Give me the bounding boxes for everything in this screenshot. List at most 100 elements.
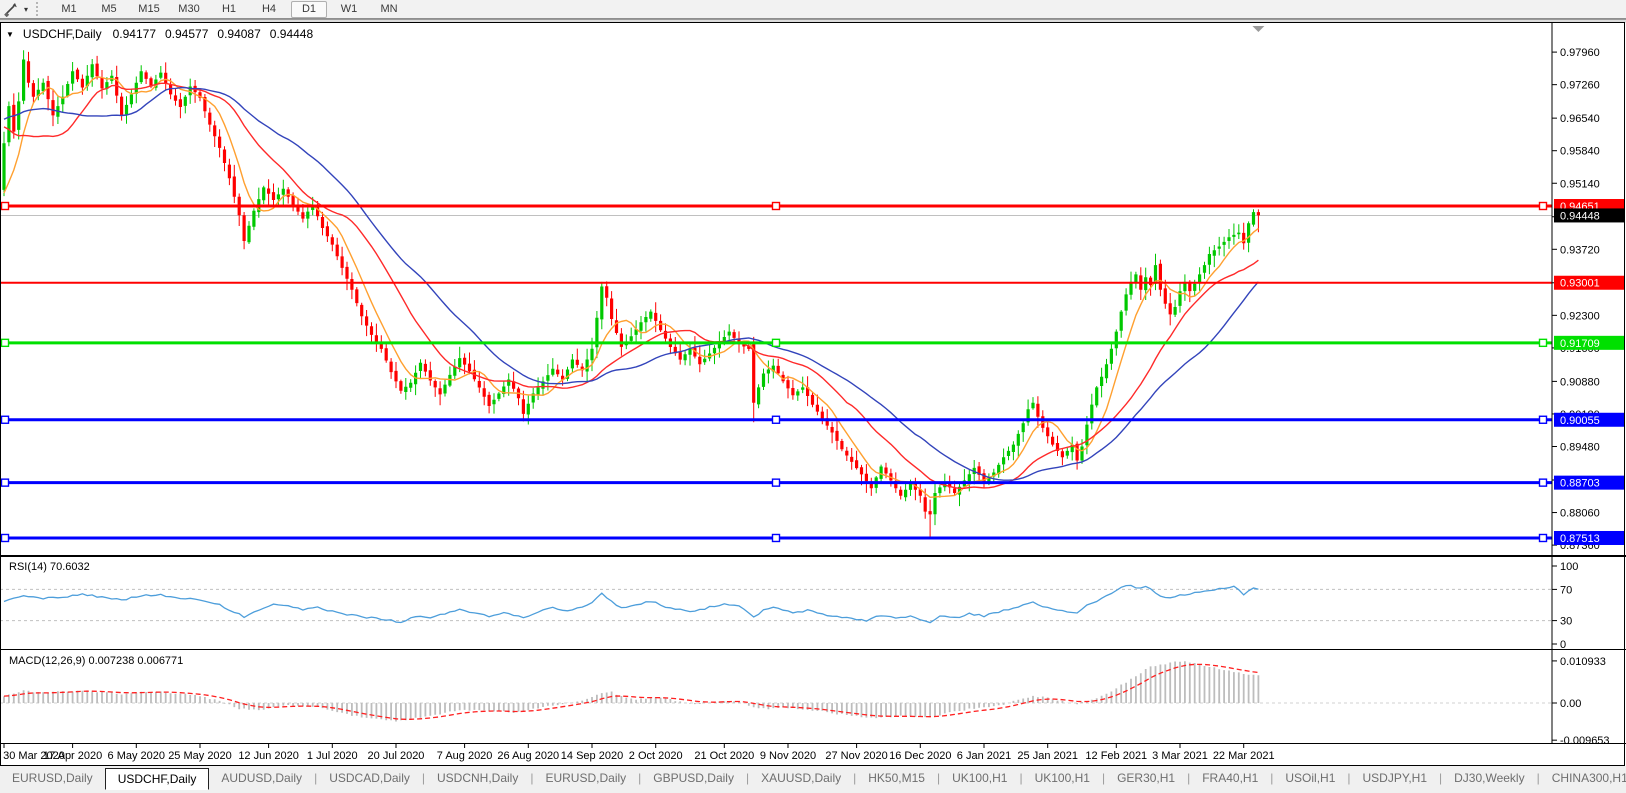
- hline-object-0.90055[interactable]: [0, 415, 1552, 424]
- hline-handle: [771, 533, 781, 543]
- tab-separator: |: [745, 771, 750, 785]
- hline-object-0.94651[interactable]: [0, 201, 1552, 211]
- hline-price-label: 0.93001: [1554, 275, 1625, 290]
- price-axis-tick: 0.97960: [1560, 47, 1600, 59]
- hline-object-0.88703[interactable]: [0, 478, 1552, 487]
- chart-window: 0.97960 0.97260 0.96540 0.95840 0.95140 0.944…: [0, 22, 1626, 766]
- date-axis-tick: 9 Nov 2020: [760, 750, 816, 762]
- timeframe-button-m1[interactable]: M1: [61, 3, 77, 15]
- chart-canvas[interactable]: 0.97960 0.97260 0.96540 0.95840 0.95140 0.944…: [0, 22, 1626, 766]
- chart-tab-usdcnh-daily[interactable]: USDCNH,Daily: [437, 771, 519, 785]
- date-axis-tick: 25 Jan 2021: [1017, 750, 1078, 762]
- chart-tab-eurusd-daily[interactable]: EURUSD,Daily: [12, 771, 93, 785]
- price-axis-tick: 0.88060: [1560, 508, 1600, 520]
- tab-separator: |: [1187, 771, 1191, 785]
- hline-object-0.91709[interactable]: [0, 338, 1552, 348]
- chart-tab-hk50-m15[interactable]: HK50,M15: [868, 771, 925, 785]
- current-price-label: 0.94448: [1554, 208, 1625, 223]
- price-axis-tick: 0.92300: [1560, 310, 1600, 322]
- chart-tab-ger30-h1[interactable]: GER30,H1: [1117, 771, 1176, 785]
- date-axis-tick: 12 Feb 2021: [1085, 750, 1147, 762]
- chart-tab-gbpusd-daily[interactable]: GBPUSD,Daily: [653, 771, 734, 785]
- chart-tab-uk100-h1[interactable]: UK100,H1: [952, 771, 1008, 785]
- timeframe-button-h1[interactable]: H1: [221, 3, 237, 15]
- date-axis-tick: 16 Dec 2020: [889, 750, 951, 762]
- chart-tab-eurusd-daily[interactable]: EURUSD,Daily: [545, 771, 627, 785]
- timeframe-buttons: M1 M5 M15 M30 H1 H4 D1 W1 MN: [49, 0, 409, 18]
- macd-indicator-label: MACD(12,26,9) 0.007238 0.006771: [9, 655, 184, 667]
- hline-handle: [0, 478, 10, 487]
- ohlc-open: 0.94177: [112, 27, 156, 41]
- hline-handle: [771, 478, 781, 487]
- timeframe-button-m15[interactable]: M15: [138, 3, 160, 15]
- date-axis-tick: 27 Nov 2020: [825, 750, 887, 762]
- tab-separator: |: [853, 771, 857, 785]
- date-axis-tick: 6 May 2020: [108, 750, 165, 762]
- price-axis-tick: 0.95140: [1560, 178, 1600, 190]
- price-axis-tick: 0.96540: [1560, 113, 1600, 125]
- hline-handle: [1538, 478, 1548, 487]
- tool-dropdown-caret-icon[interactable]: ▾: [23, 4, 28, 14]
- hline-handle: [771, 338, 781, 348]
- hline-handle: [1538, 415, 1548, 424]
- timeframe-button-m30[interactable]: M30: [178, 3, 200, 15]
- macd-axis-tick: 0.00: [1560, 698, 1581, 710]
- crosshair-pointer-icon[interactable]: [0, 1, 20, 18]
- timeframe-button-w1[interactable]: W1: [340, 3, 358, 15]
- hline-price-label: 0.88703: [1554, 475, 1625, 490]
- rsi-axis-tick: 100: [1560, 561, 1578, 573]
- rsi-axis-tick: 70: [1560, 584, 1572, 596]
- date-axis-tick: 30 Mar 2020: [3, 750, 65, 762]
- date-axis-tick: 26 Aug 2020: [497, 750, 559, 762]
- chart-tab-usdchf-daily[interactable]: USDCHF,Daily: [104, 768, 210, 790]
- chart-tab-xauusd-daily[interactable]: XAUUSD,Daily: [761, 771, 842, 785]
- date-axis-tick: 14 Sep 2020: [561, 750, 623, 762]
- hline-object-0.87513[interactable]: [0, 533, 1552, 543]
- date-axis-tick: 25 May 2020: [168, 750, 232, 762]
- tab-separator: |: [1439, 771, 1443, 785]
- chart-tab-usdjpy-h1[interactable]: USDJPY,H1: [1362, 771, 1427, 785]
- date-axis-tick: 17 Apr 2020: [43, 750, 102, 762]
- ohlc-high: 0.94577: [165, 27, 209, 41]
- svg-text:0.90055: 0.90055: [1560, 415, 1600, 427]
- hline-handle: [0, 415, 10, 424]
- chart-tab-uk100-h1[interactable]: UK100,H1: [1034, 771, 1090, 785]
- chart-tab-audusd-daily[interactable]: AUDUSD,Daily: [221, 771, 303, 785]
- tab-separator: |: [638, 771, 642, 785]
- svg-text:0.91709: 0.91709: [1560, 338, 1600, 350]
- date-axis-tick: 1 Jul 2020: [307, 750, 358, 762]
- date-axis-tick: 22 Mar 2021: [1213, 750, 1275, 762]
- hline-handle: [0, 201, 10, 211]
- collapse-caret-icon[interactable]: ▼: [6, 29, 14, 39]
- timeframe-button-h4[interactable]: H4: [261, 3, 277, 15]
- date-axis-tick: 21 Oct 2020: [694, 750, 754, 762]
- rsi-line: [3, 584, 1259, 624]
- hline-handle: [1538, 533, 1548, 543]
- timeframe-button-mn[interactable]: MN: [380, 3, 398, 15]
- timeframe-toolbar: ▾ M1 M5 M15 M30 H1 H4 D1 W1 MN: [0, 0, 1626, 19]
- chart-tab-dj30-weekly[interactable]: DJ30,Weekly: [1454, 771, 1525, 785]
- timeframe-button-d1[interactable]: D1: [291, 0, 327, 18]
- rsi-axis-tick: 30: [1560, 616, 1572, 628]
- chart-tab-usdcad-daily[interactable]: USDCAD,Daily: [329, 771, 410, 785]
- chart-tab-usoil-h1[interactable]: USOil,H1: [1285, 771, 1336, 785]
- chart-tab-china300-h1[interactable]: CHINA300,H1: [1551, 771, 1626, 785]
- svg-text:0.87513: 0.87513: [1560, 533, 1600, 545]
- hline-handle: [771, 415, 781, 424]
- hline-price-label: 0.91709: [1554, 335, 1625, 350]
- macd-axis-tick: -0.009653: [1560, 735, 1610, 747]
- date-axis-tick: 3 Mar 2021: [1152, 750, 1208, 762]
- chart-tab-fra40-h1[interactable]: FRA40,H1: [1202, 771, 1259, 785]
- chart-shift-marker-icon[interactable]: [1252, 26, 1265, 32]
- price-axis-tick: 0.89480: [1560, 442, 1600, 454]
- ohlc-close: 0.94448: [269, 27, 314, 41]
- hline-handle: [0, 338, 10, 348]
- price-axis-tick: 0.90880: [1560, 376, 1600, 388]
- timeframe-button-m5[interactable]: M5: [101, 3, 117, 15]
- tab-separator: |: [1019, 771, 1023, 785]
- rsi-axis-tick: 0: [1560, 639, 1566, 651]
- hline-price-label: 0.87513: [1554, 530, 1625, 545]
- date-axis-tick: 7 Aug 2020: [437, 750, 493, 762]
- hline-price-label: 0.90055: [1554, 412, 1625, 427]
